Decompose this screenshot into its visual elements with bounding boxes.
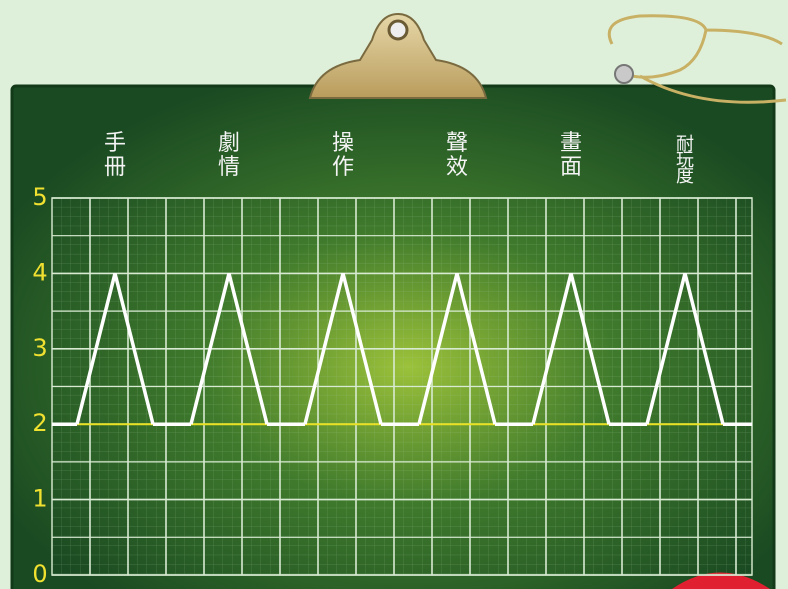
x-category-label: 畫面 (560, 131, 582, 180)
peak (303, 272, 383, 425)
clip (308, 12, 488, 99)
peak (645, 272, 725, 425)
y-tick-label: 5 (32, 183, 47, 211)
y-tick-label: 0 (32, 560, 47, 588)
x-category-label: 聲效 (446, 131, 468, 180)
y-tick-label: 1 (32, 485, 47, 513)
peak (75, 272, 155, 425)
clip-hole (387, 19, 409, 41)
peak (417, 272, 497, 425)
peak (189, 272, 269, 425)
y-tick-label: 2 (32, 409, 47, 437)
y-tick-label: 4 (32, 258, 47, 286)
corner-badge (672, 572, 770, 589)
x-category-label: 劇情 (218, 131, 240, 180)
x-category-label: 手冊 (104, 131, 126, 180)
y-tick-label: 3 (32, 334, 47, 362)
x-category-label: 操作 (332, 131, 354, 180)
x-category-label: 耐玩度 (676, 134, 694, 187)
stethoscope-tube (639, 74, 787, 104)
peak (531, 272, 611, 425)
stethoscope-head (614, 64, 634, 84)
